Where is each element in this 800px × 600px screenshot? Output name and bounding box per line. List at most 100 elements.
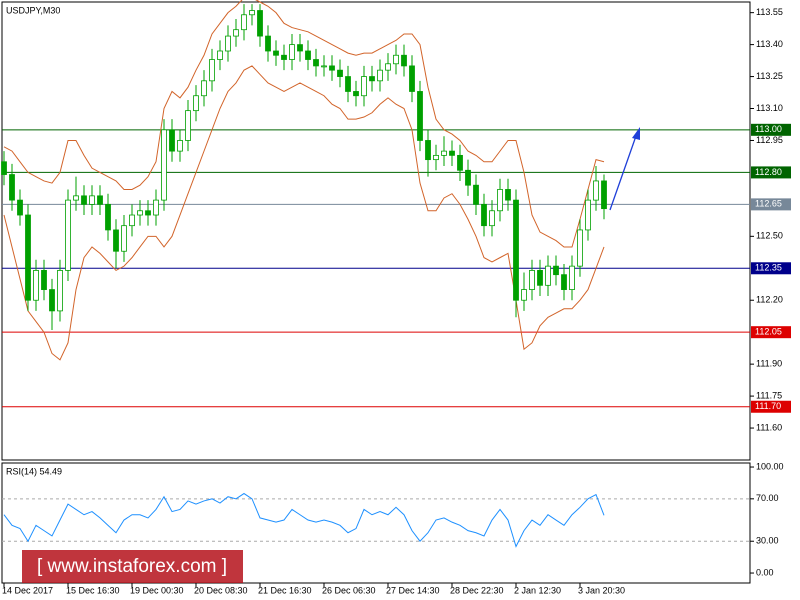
- y-tick-label: 100.00: [756, 461, 784, 471]
- candle-body: [353, 91, 359, 97]
- candle-body: [313, 59, 319, 67]
- candle-body: [361, 76, 367, 97]
- panel-frame: [1, 462, 751, 584]
- candle-body: [89, 195, 95, 205]
- candle-body: [305, 50, 311, 60]
- watermark: [ www.instaforex.com ]: [22, 550, 243, 583]
- candle-body: [193, 95, 199, 112]
- candle-body: [425, 140, 431, 161]
- y-tick-label: 111.60: [756, 422, 782, 432]
- x-tick-label: 20 Dec 08:30: [194, 585, 248, 595]
- candle-body: [553, 265, 559, 276]
- candle-body: [513, 199, 519, 301]
- x-tick-label: 26 Dec 06:30: [322, 585, 376, 595]
- candle-body: [1, 161, 7, 175]
- x-tick-label: 28 Dec 22:30: [450, 585, 504, 595]
- candle-body: [97, 195, 103, 205]
- candle-body: [473, 184, 479, 205]
- panel-frame: [1, 1, 751, 461]
- candle-body: [169, 129, 175, 152]
- candle-body: [377, 69, 383, 82]
- candle-body: [249, 10, 255, 16]
- x-tick-label: 14 Dec 2017: [2, 585, 53, 595]
- x-tick-label: 2 Jan 12:30: [514, 585, 561, 595]
- y-tick-label: 112.50: [756, 231, 783, 241]
- x-tick-label: 21 Dec 16:30: [258, 585, 312, 595]
- candle-body: [561, 274, 567, 290]
- candle-body: [537, 270, 543, 286]
- y-tick-label: 113.25: [756, 71, 783, 81]
- candle-body: [121, 225, 127, 252]
- candle-body: [497, 189, 503, 212]
- candle-body: [457, 154, 463, 171]
- candle-body: [417, 91, 423, 141]
- arrow-shaft: [609, 135, 637, 211]
- candle-body: [529, 270, 535, 290]
- candle-body: [345, 76, 351, 92]
- candle-body: [185, 110, 191, 141]
- panel-title: USDJPY,M30: [6, 5, 60, 15]
- price-level-label: 111.70: [755, 401, 781, 411]
- watermark-text: [ www.instaforex.com ]: [37, 556, 227, 577]
- candle-body: [201, 80, 207, 97]
- x-tick-label: 27 Dec 14:30: [386, 585, 440, 595]
- price-level-box: [751, 198, 791, 211]
- candle-body: [73, 195, 79, 201]
- price-level-label: 112.35: [755, 263, 782, 273]
- candle-body: [401, 54, 407, 67]
- price-level-label: 112.80: [755, 167, 782, 177]
- bollinger-band: [3, 65, 605, 361]
- candle-body: [489, 210, 495, 227]
- price-level-label: 113.00: [755, 124, 782, 134]
- candle-body: [265, 35, 271, 52]
- candle-body: [105, 203, 111, 231]
- candle-body: [449, 150, 455, 156]
- candle-body: [41, 270, 47, 290]
- candle-body: [25, 214, 31, 301]
- price-level-box: [751, 166, 791, 179]
- y-tick-label: 70.00: [756, 493, 779, 503]
- candle-body: [217, 50, 223, 60]
- price-level-label: 112.05: [755, 327, 782, 337]
- candle-body: [545, 265, 551, 286]
- price-level-box: [751, 123, 791, 136]
- y-tick-label: 30.00: [756, 536, 779, 546]
- y-tick-label: 113.10: [756, 103, 783, 113]
- candle-body: [577, 229, 583, 267]
- y-tick-label: 111.75: [756, 390, 782, 400]
- y-tick-label: 111.90: [756, 359, 782, 369]
- candle-body: [465, 169, 471, 186]
- candle-body: [369, 76, 375, 82]
- candle-body: [153, 199, 159, 216]
- candle-body: [337, 69, 343, 77]
- candle-body: [593, 180, 599, 201]
- candle-body: [209, 59, 215, 82]
- candle-body: [409, 65, 415, 92]
- candle-body: [81, 195, 87, 205]
- candle-body: [441, 150, 447, 156]
- candle-body: [257, 10, 263, 37]
- candle-body: [481, 203, 487, 227]
- candle-body: [145, 210, 151, 216]
- y-tick-label: 113.40: [756, 39, 783, 49]
- rsi-line: [3, 492, 605, 548]
- candle-body: [585, 199, 591, 231]
- candle-body: [9, 174, 15, 201]
- candle-body: [65, 199, 71, 271]
- candle-body: [225, 35, 231, 52]
- candle-body: [129, 214, 135, 227]
- forecast-arrow: [609, 127, 640, 211]
- candle-body: [289, 44, 295, 60]
- candle-body: [177, 140, 183, 152]
- candle-body: [273, 50, 279, 56]
- x-tick-label: 15 Dec 16:30: [66, 585, 120, 595]
- candle-body: [17, 199, 23, 216]
- arrow-head: [632, 127, 640, 140]
- candle-body: [569, 265, 575, 290]
- y-tick-label: 112.20: [756, 295, 783, 305]
- candle-body: [49, 289, 55, 312]
- candle-body: [385, 63, 391, 71]
- candle-body: [57, 270, 63, 312]
- candle-body: [281, 54, 287, 60]
